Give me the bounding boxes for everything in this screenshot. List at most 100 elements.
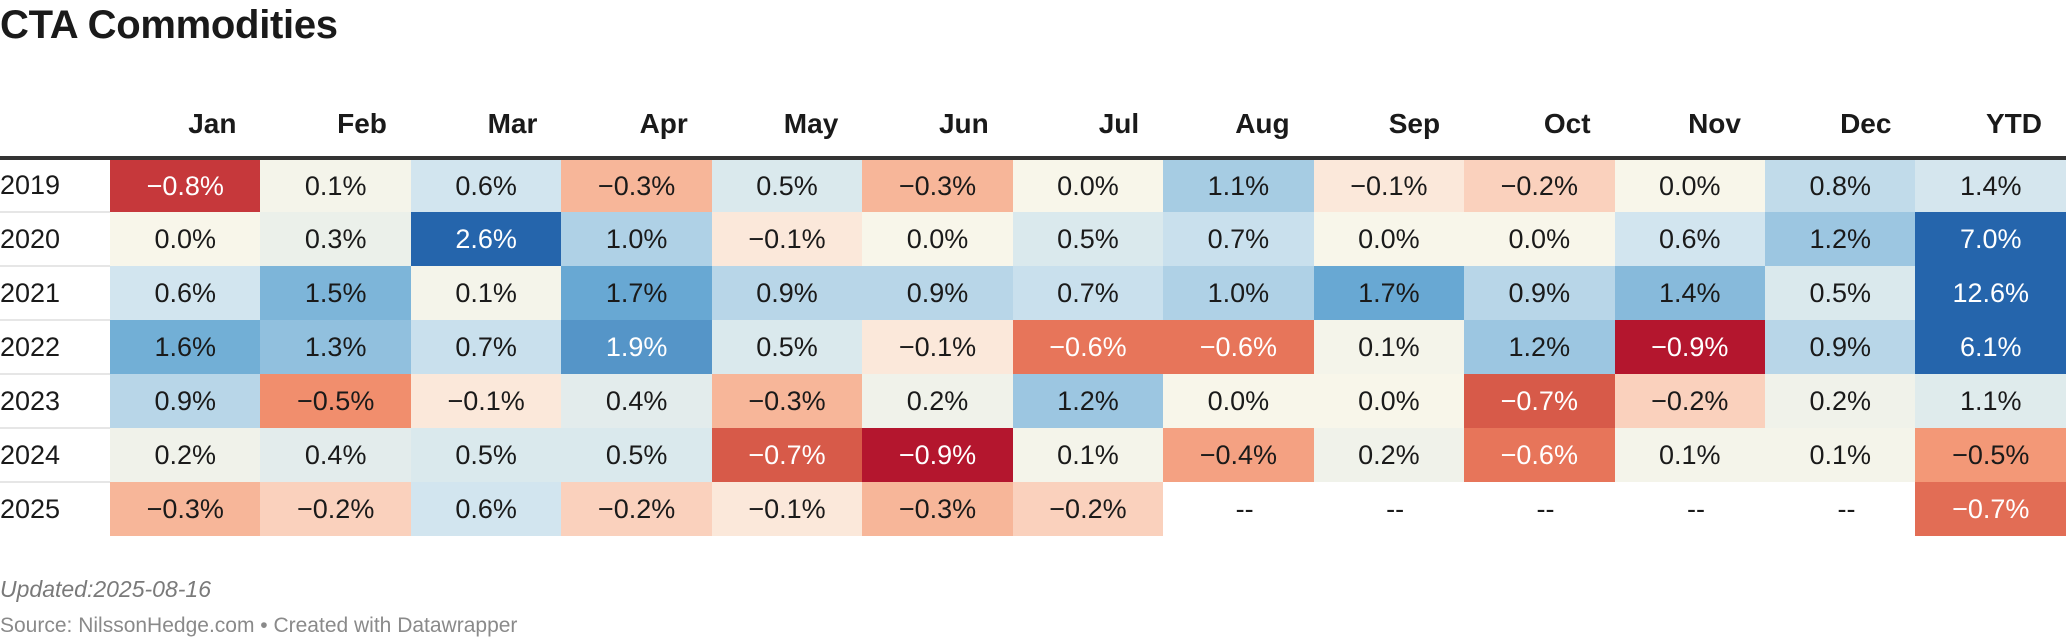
heatmap-cell-2021-dec: 0.5%	[1764, 266, 1916, 320]
heatmap-cell-2019-may: 0.5%	[711, 158, 863, 212]
heatmap-cell-2019-jun: −0.3%	[862, 158, 1013, 212]
heatmap-cell-2024-apr: 0.5%	[561, 428, 712, 482]
heatmap-cell-2020-jan: 0.0%	[110, 212, 261, 266]
heatmap-cell-2020-oct: 0.0%	[1464, 212, 1615, 266]
column-header-feb: Feb	[260, 92, 411, 160]
heatmap-cell-2023-aug: 0.0%	[1163, 374, 1314, 428]
column-header-jun: Jun	[862, 92, 1013, 160]
heatmap-cell-2025-ytd: −0.7%	[1915, 482, 2066, 536]
heatmap-cell-2020-jul: 0.5%	[1012, 212, 1164, 266]
source-note: Source: NilssonHedge.com • Created with …	[0, 614, 518, 637]
heatmap-cell-2024-mar: 0.5%	[410, 428, 562, 482]
heatmap-cell-2019-aug: 1.1%	[1163, 158, 1314, 212]
heatmap-cell-2020-sep: 0.0%	[1313, 212, 1465, 266]
heatmap-cell-2024-ytd: −0.5%	[1915, 428, 2066, 482]
column-header-dec: Dec	[1764, 92, 1916, 160]
heatmap-cell-2025-may: −0.1%	[711, 482, 863, 536]
header-row: Jan Feb Mar Apr May Jun Jul Aug Sep Oct Nov Dec YTD	[0, 92, 2066, 160]
heatmap-cell-2024-aug: −0.4%	[1163, 428, 1314, 482]
column-header-oct: Oct	[1464, 92, 1615, 160]
heatmap-cell-2021-mar: 0.1%	[410, 266, 562, 320]
heatmap-cell-2021-sep: 1.7%	[1313, 266, 1465, 320]
heatmap-cell-2025-aug: --	[1163, 482, 1314, 536]
heatmap-cell-2024-jan: 0.2%	[110, 428, 261, 482]
heatmap-cell-2023-jan: 0.9%	[110, 374, 261, 428]
heatmap-cell-2023-jun: 0.2%	[862, 374, 1013, 428]
heatmap-cell-2021-apr: 1.7%	[561, 266, 712, 320]
heatmap-cell-2025-feb: −0.2%	[260, 482, 411, 536]
heatmap-cell-2022-nov: −0.9%	[1614, 320, 1765, 374]
row-year-label: 2019	[0, 158, 110, 213]
heatmap-cell-2022-oct: 1.2%	[1464, 320, 1615, 374]
heatmap-cell-2023-nov: −0.2%	[1614, 374, 1765, 428]
heatmap-cell-2025-oct: --	[1464, 482, 1615, 536]
table-row: 2023 0.9% −0.5% −0.1% 0.4% −0.3% 0.2% 1.2% 0.0% 0…	[0, 374, 2066, 429]
heatmap-cell-2022-may: 0.5%	[711, 320, 863, 374]
heatmap-cell-2023-ytd: 1.1%	[1915, 374, 2066, 428]
table-row: 2019 −0.8% 0.1% 0.6% −0.3% 0.5% −0.3% 0.0% 1.1% −…	[0, 158, 2066, 213]
heatmap-cell-2019-ytd: 1.4%	[1915, 158, 2066, 212]
heatmap-cell-2021-jun: 0.9%	[862, 266, 1013, 320]
heatmap-cell-2021-aug: 1.0%	[1163, 266, 1314, 320]
heatmap-cell-2020-may: −0.1%	[711, 212, 863, 266]
heatmap-cell-2024-may: −0.7%	[711, 428, 863, 482]
heatmap-cell-2023-feb: −0.5%	[260, 374, 411, 428]
heatmap-cell-2020-ytd: 7.0%	[1915, 212, 2066, 266]
heatmap-cell-2019-apr: −0.3%	[561, 158, 712, 212]
heatmap-cell-2025-jun: −0.3%	[862, 482, 1013, 536]
table-row: 2022 1.6% 1.3% 0.7% 1.9% 0.5% −0.1% −0.6% −0.6% 0…	[0, 320, 2066, 375]
heatmap-cell-2021-nov: 1.4%	[1614, 266, 1765, 320]
heatmap-cell-2021-feb: 1.5%	[260, 266, 411, 320]
heatmap-cell-2021-jul: 0.7%	[1012, 266, 1164, 320]
heatmap-cell-2025-jan: −0.3%	[110, 482, 261, 536]
heatmap-cell-2025-apr: −0.2%	[561, 482, 712, 536]
heatmap-cell-2020-apr: 1.0%	[561, 212, 712, 266]
heatmap-cell-2019-nov: 0.0%	[1614, 158, 1765, 212]
table-body: 2019 −0.8% 0.1% 0.6% −0.3% 0.5% −0.3% 0.0% 1.1% −…	[0, 158, 2066, 536]
heatmap-cell-2022-apr: 1.9%	[561, 320, 712, 374]
updated-note: Updated:2025-08-16	[0, 576, 211, 602]
heatmap-cell-2022-ytd: 6.1%	[1915, 320, 2066, 374]
row-year-label: 2023	[0, 374, 110, 429]
heatmap-cell-2023-dec: 0.2%	[1764, 374, 1916, 428]
heatmap-cell-2024-jun: −0.9%	[862, 428, 1013, 482]
column-header-ytd: YTD	[1915, 92, 2066, 160]
heatmap-cell-2025-jul: −0.2%	[1012, 482, 1164, 536]
heatmap-cell-2019-mar: 0.6%	[410, 158, 562, 212]
table-row: 2025 −0.3% −0.2% 0.6% −0.2% −0.1% −0.3% −0.2% --…	[0, 482, 2066, 536]
heatmap-cell-2022-feb: 1.3%	[260, 320, 411, 374]
heatmap-cell-2025-nov: --	[1614, 482, 1765, 536]
heatmap-cell-2022-jun: −0.1%	[862, 320, 1013, 374]
heatmap-cell-2020-dec: 1.2%	[1764, 212, 1916, 266]
column-header-mar: Mar	[410, 92, 562, 160]
heatmap-cell-2023-apr: 0.4%	[561, 374, 712, 428]
heatmap-cell-2024-nov: 0.1%	[1614, 428, 1765, 482]
heatmap-cell-2021-ytd: 12.6%	[1915, 266, 2066, 320]
heatmap-table-container: Jan Feb Mar Apr May Jun Jul Aug Sep Oct Nov Dec YTD …	[0, 92, 2066, 536]
heatmap-cell-2019-jul: 0.0%	[1012, 158, 1164, 212]
heatmap-cell-2019-dec: 0.8%	[1764, 158, 1916, 212]
heatmap-cell-2025-mar: 0.6%	[410, 482, 562, 536]
year-column-header	[0, 92, 110, 160]
column-header-jul: Jul	[1012, 92, 1164, 160]
heatmap-cell-2024-feb: 0.4%	[260, 428, 411, 482]
row-year-label: 2025	[0, 494, 61, 524]
heatmap-cell-2021-may: 0.9%	[711, 266, 863, 320]
heatmap-cell-2023-sep: 0.0%	[1313, 374, 1465, 428]
heatmap-cell-2020-jun: 0.0%	[862, 212, 1013, 266]
heatmap-cell-2023-jul: 1.2%	[1012, 374, 1164, 428]
heatmap-cell-2019-sep: −0.1%	[1313, 158, 1465, 212]
heatmap-cell-2020-mar: 2.6%	[410, 212, 562, 266]
heatmap-cell-2022-jan: 1.6%	[110, 320, 261, 374]
heatmap-cell-2020-feb: 0.3%	[260, 212, 411, 266]
column-header-aug: Aug	[1163, 92, 1314, 160]
row-year-label: 2022	[0, 320, 110, 375]
column-header-apr: Apr	[561, 92, 712, 160]
table-row: 2024 0.2% 0.4% 0.5% 0.5% −0.7% −0.9% 0.1% −0.4% 0…	[0, 428, 2066, 483]
heatmap-cell-2023-may: −0.3%	[711, 374, 863, 428]
heatmap-cell-2024-dec: 0.1%	[1764, 428, 1916, 482]
heatmap-cell-2024-oct: −0.6%	[1464, 428, 1615, 482]
column-header-sep: Sep	[1313, 92, 1465, 160]
heatmap-cell-2020-aug: 0.7%	[1163, 212, 1314, 266]
heatmap-cell-2025-dec: --	[1764, 482, 1916, 536]
